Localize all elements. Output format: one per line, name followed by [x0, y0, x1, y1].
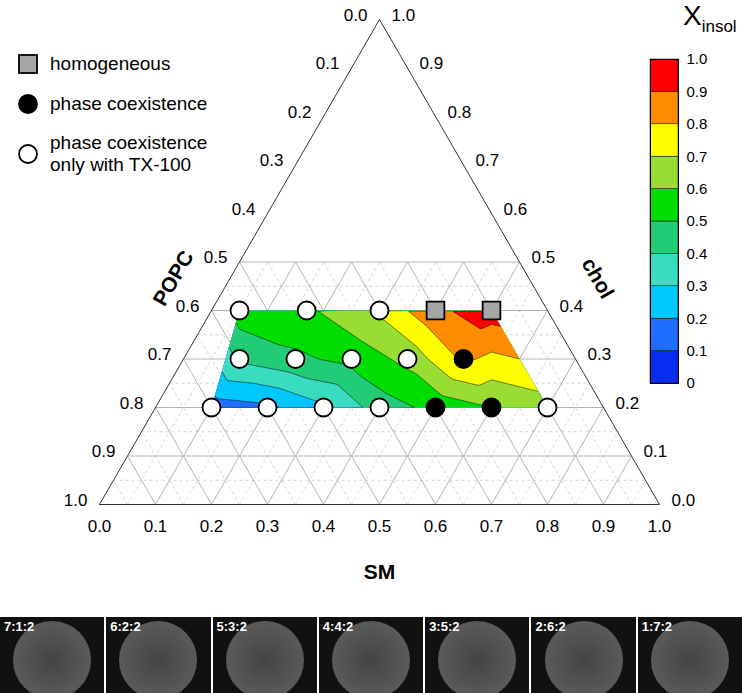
html-text:5:3:2: 5:3:2	[216, 619, 247, 634]
html-text:homogeneous: homogeneous	[50, 53, 171, 74]
svg-text:0.7: 0.7	[480, 517, 504, 536]
svg-text:0.6: 0.6	[504, 200, 528, 219]
svg-text:chol: chol	[577, 253, 619, 302]
svg-text:1.0: 1.0	[392, 6, 416, 25]
svg-text:0.8: 0.8	[448, 103, 472, 122]
svg-text:0.0: 0.0	[88, 517, 112, 536]
svg-text:0.2: 0.2	[288, 103, 312, 122]
svg-text:0.1: 0.1	[644, 442, 668, 461]
svg-text:0.5: 0.5	[687, 212, 708, 229]
svg-text:0.0: 0.0	[672, 491, 696, 510]
svg-text:1.0: 1.0	[648, 517, 672, 536]
svg-text:0.1: 0.1	[144, 517, 168, 536]
svg-text:0.8: 0.8	[536, 517, 560, 536]
svg-text:0.1: 0.1	[687, 342, 708, 359]
svg-text:0.7: 0.7	[476, 151, 500, 170]
html-text:phase coexistence: phase coexistence	[50, 93, 208, 114]
svg-text:1.0: 1.0	[64, 491, 88, 510]
svg-text:0.3: 0.3	[256, 517, 280, 536]
html-text:7:1:2: 7:1:2	[4, 619, 35, 634]
svg-text:0.9: 0.9	[592, 517, 616, 536]
svg-text:0.4: 0.4	[312, 517, 336, 536]
svg-text:0.9: 0.9	[687, 83, 708, 100]
html-text:Xinsol: Xinsol	[683, 0, 737, 36]
html-text:6:2:2: 6:2:2	[110, 619, 141, 634]
svg-text:0.4: 0.4	[687, 245, 708, 262]
svg-text:0.4: 0.4	[560, 297, 584, 316]
svg-text:1.0: 1.0	[687, 50, 708, 67]
svg-text:0.7: 0.7	[687, 148, 708, 165]
html-text:2:6:2: 2:6:2	[535, 619, 566, 634]
svg-text:0.4: 0.4	[232, 200, 256, 219]
svg-text:0.0: 0.0	[344, 6, 368, 25]
svg-text:0.6: 0.6	[424, 517, 448, 536]
svg-text:0.3: 0.3	[687, 277, 708, 294]
svg-text:0.3: 0.3	[588, 345, 612, 364]
html-text:3:5:2: 3:5:2	[429, 619, 460, 634]
svg-text:0.8: 0.8	[120, 394, 144, 413]
svg-text:0.7: 0.7	[148, 345, 172, 364]
svg-text:0.9: 0.9	[420, 54, 444, 73]
svg-text:0.5: 0.5	[368, 517, 392, 536]
svg-text:0.9: 0.9	[92, 442, 116, 461]
svg-text:SM: SM	[364, 560, 396, 583]
svg-text:0.6: 0.6	[176, 297, 200, 316]
svg-text:0.3: 0.3	[260, 151, 284, 170]
html-text:4:4:2: 4:4:2	[322, 619, 354, 634]
svg-text:0.6: 0.6	[687, 180, 708, 197]
html-text:1:7:2: 1:7:2	[641, 619, 672, 634]
svg-text:0: 0	[687, 374, 695, 391]
svg-text:0.2: 0.2	[687, 310, 708, 327]
svg-text:0.2: 0.2	[616, 394, 640, 413]
svg-text:0.2: 0.2	[200, 517, 224, 536]
html-text:phase coexistence only with TX: phase coexistence only with TX-100	[50, 132, 208, 175]
svg-text:POPC: POPC	[148, 246, 198, 309]
svg-text:0.5: 0.5	[204, 248, 228, 267]
svg-text:0.8: 0.8	[687, 115, 708, 132]
svg-text:0.1: 0.1	[316, 54, 340, 73]
svg-text:0.5: 0.5	[532, 248, 556, 267]
